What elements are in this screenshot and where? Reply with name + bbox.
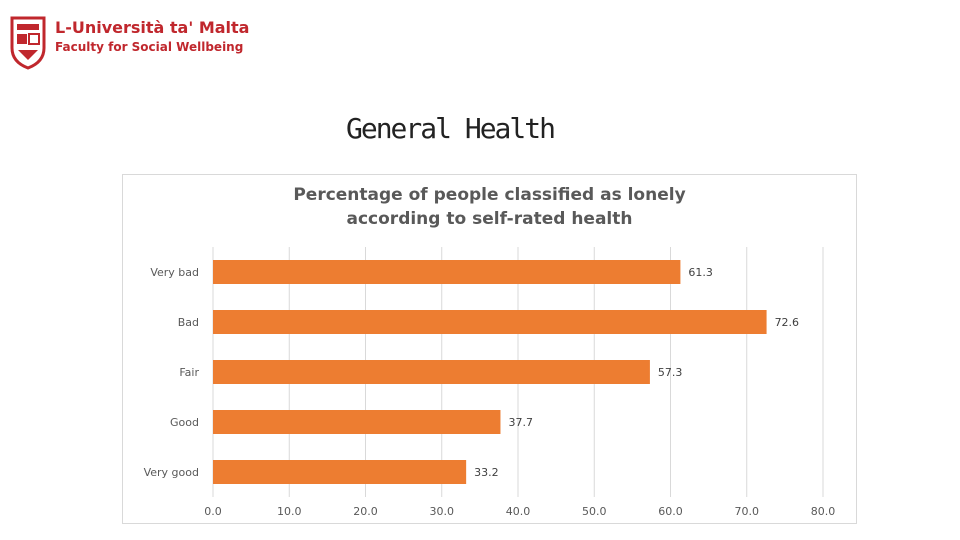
- bar: [213, 260, 681, 284]
- data-label: 33.2: [474, 466, 499, 479]
- x-tick-label: 80.0: [811, 505, 836, 518]
- category-label: Very bad: [150, 266, 199, 279]
- bar: [213, 310, 767, 334]
- category-label: Bad: [178, 316, 199, 329]
- data-label: 37.7: [508, 416, 533, 429]
- x-tick-label: 0.0: [204, 505, 222, 518]
- data-label: 57.3: [658, 366, 683, 379]
- x-tick-label: 20.0: [353, 505, 378, 518]
- x-tick-label: 30.0: [430, 505, 455, 518]
- chart-title: Percentage of people classified as lonel…: [123, 183, 856, 231]
- chart-title-line-2: according to self-rated health: [346, 209, 633, 229]
- category-label: Good: [170, 416, 199, 429]
- bar: [213, 410, 501, 434]
- data-label: 61.3: [688, 266, 713, 279]
- bar: [213, 360, 650, 384]
- x-tick-label: 60.0: [658, 505, 683, 518]
- x-tick-label: 10.0: [277, 505, 302, 518]
- bar-chart-plot: 0.0 10.0 20.0 30.0 40.0 50.0 60.0 70.0 80.0 Very …: [144, 247, 836, 518]
- chart-area: Percentage of people classified as lonel…: [122, 174, 857, 524]
- slide-title: General Health: [345, 112, 556, 145]
- x-tick-label: 50.0: [582, 505, 607, 518]
- bar: [213, 460, 467, 484]
- data-label: 72.6: [775, 316, 800, 329]
- x-tick-label: 40.0: [506, 505, 531, 518]
- category-label: Fair: [179, 366, 199, 379]
- faculty-name: Faculty for Social Wellbeing: [55, 40, 244, 54]
- x-tick-label: 70.0: [735, 505, 760, 518]
- university-name: L-Università ta' Malta: [55, 18, 250, 37]
- category-label: Very good: [144, 466, 199, 479]
- university-crest-logo: [10, 16, 46, 70]
- chart-title-line-1: Percentage of people classified as lonel…: [293, 185, 686, 205]
